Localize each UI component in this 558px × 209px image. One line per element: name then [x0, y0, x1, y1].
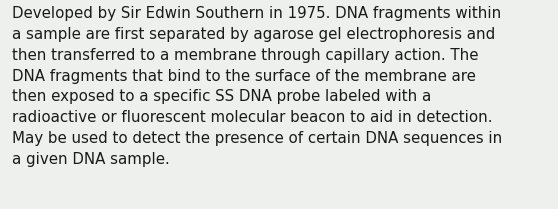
- Text: Developed by Sir Edwin Southern in 1975. DNA fragments within
a sample are first: Developed by Sir Edwin Southern in 1975.…: [12, 6, 503, 167]
